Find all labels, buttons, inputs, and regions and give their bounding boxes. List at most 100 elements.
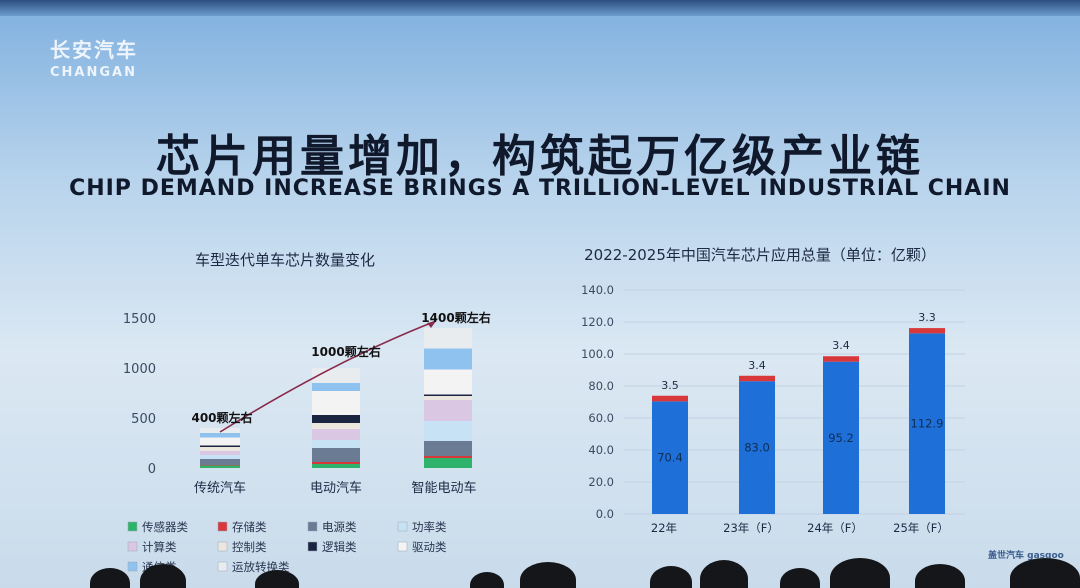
stack-segment-传感器类 (424, 458, 472, 468)
legend-swatch (397, 541, 408, 552)
stack-segment-存储类 (200, 465, 240, 466)
stack-segment-逻辑类 (312, 415, 360, 423)
y-tick-label: 1500 (123, 312, 156, 327)
bar-value-label: 112.9 (911, 417, 944, 431)
volume-bar (652, 401, 688, 514)
volume-bar-cap (652, 395, 688, 402)
volume-bar-cap (909, 328, 945, 334)
gasgoo-watermark: 盖世汽车 gasgoo (988, 551, 1064, 561)
legend-label: 传感器类 (142, 520, 188, 534)
stack-segment-功率类 (312, 440, 360, 448)
legend-swatch (217, 541, 228, 552)
legend-label: 存储类 (232, 520, 267, 534)
bar-value-label: 83.0 (744, 441, 770, 455)
stack-segment-运放转换类 (200, 428, 240, 433)
headline-chinese: 芯片用量增加，构筑起万亿级产业链 (156, 131, 924, 182)
total-annotation: 1400颗左右 (421, 310, 490, 325)
y-tick-label: 140.0 (581, 283, 614, 297)
stack-segment-计算类 (312, 429, 360, 440)
stack-segment-逻辑类 (200, 445, 240, 447)
stack-segment-存储类 (424, 456, 472, 458)
cap-value-label: 3.4 (832, 339, 850, 352)
bar-value-label: 95.2 (828, 431, 854, 445)
stack-segment-驱动类 (424, 369, 472, 395)
legend-swatch (127, 521, 138, 532)
y-tick-label: 60.0 (588, 411, 614, 425)
stack-segment-通信类 (200, 433, 240, 438)
x-category-label: 电动汽车 (310, 480, 362, 496)
y-tick-label: 100.0 (581, 347, 614, 361)
stack-segment-功率类 (424, 421, 472, 441)
legend-label: 控制类 (232, 540, 267, 554)
stack-segment-传感器类 (312, 464, 360, 468)
stack-segment-驱动类 (312, 391, 360, 415)
left-chart-title: 车型迭代单车芯片数量变化 (195, 251, 375, 269)
x-category-label: 23年（F） (723, 521, 779, 535)
x-category-label: 22年 (651, 521, 677, 535)
volume-bar-cap (739, 375, 775, 382)
legend-swatch (127, 561, 138, 572)
legend-swatch (397, 521, 408, 532)
stack-segment-电源类 (424, 441, 472, 456)
y-tick-label: 120.0 (581, 315, 614, 329)
stack-segment-驱动类 (200, 437, 240, 446)
legend-label: 电源类 (322, 520, 357, 534)
legend-swatch (217, 561, 228, 572)
total-annotation: 1000颗左右 (311, 344, 380, 359)
logo-chinese: 长安汽车 (50, 38, 138, 62)
stack-segment-运放转换类 (424, 328, 472, 349)
stack-segment-控制类 (424, 396, 472, 400)
legend-label: 逻辑类 (322, 540, 357, 554)
chip-count-chart: 车型迭代单车芯片数量变化 0 500 1000 1500 传统汽车 电动汽车 智能电动车 400… (123, 251, 491, 574)
stack-segment-电源类 (200, 459, 240, 465)
stack-segment-传感器类 (200, 465, 240, 468)
stack-segment-功率类 (200, 455, 240, 459)
volume-bar-cap (823, 356, 859, 362)
stack-segment-控制类 (312, 423, 360, 429)
x-category-label: 25年（F） (893, 521, 949, 535)
headline-english: CHIP DEMAND INCREASE BRINGS A TRILLION-L… (69, 176, 1011, 201)
bar-value-label: 70.4 (657, 451, 683, 465)
y-tick-label: 500 (131, 412, 156, 427)
y-tick-label: 80.0 (588, 379, 614, 393)
stack-segment-通信类 (424, 348, 472, 370)
cap-value-label: 3.4 (748, 359, 766, 372)
legend-swatch (307, 541, 318, 552)
audience-silhouettes (0, 558, 1080, 588)
stack-segment-电源类 (312, 448, 360, 462)
volume-bar (823, 361, 859, 514)
logo-english: CHANGAN (50, 65, 137, 80)
legend-swatch (307, 521, 318, 532)
stack-segment-存储类 (312, 462, 360, 464)
legend-label: 计算类 (142, 540, 177, 554)
y-tick-label: 1000 (123, 362, 156, 377)
stage-top-strip (0, 0, 1080, 16)
x-category-label: 24年（F） (807, 521, 863, 535)
y-tick-label: 0 (148, 462, 156, 477)
volume-bar (909, 333, 945, 514)
right-chart-title: 2022-2025年中国汽车芯片应用总量（单位：亿颗） (584, 246, 936, 264)
y-tick-label: 20.0 (588, 475, 614, 489)
trend-arrow-head (427, 321, 436, 328)
cap-value-label: 3.3 (918, 311, 936, 324)
x-category-label: 传统汽车 (194, 480, 246, 496)
total-annotation: 400颗左右 (191, 410, 252, 425)
volume-bar (739, 381, 775, 514)
changan-logo: 长安汽车 CHANGAN (50, 34, 138, 80)
x-category-label: 智能电动车 (411, 480, 476, 496)
legend-swatch (127, 541, 138, 552)
stack-segment-逻辑类 (424, 394, 472, 396)
chip-volume-chart: 2022-2025年中国汽车芯片应用总量（单位：亿颗） 0.0 20.0 40.0 60… (581, 246, 965, 535)
stack-segment-通信类 (312, 383, 360, 391)
stack-segment-计算类 (200, 451, 240, 455)
legend-label: 功率类 (412, 520, 447, 534)
growth-trend-arrow (219, 320, 437, 433)
stack-segment-控制类 (200, 447, 240, 451)
stack-segment-计算类 (424, 400, 472, 421)
y-tick-label: 0.0 (596, 507, 614, 521)
legend-label: 驱动类 (412, 540, 447, 554)
legend-swatch (217, 521, 228, 532)
y-tick-label: 40.0 (588, 443, 614, 457)
cap-value-label: 3.5 (661, 379, 679, 392)
